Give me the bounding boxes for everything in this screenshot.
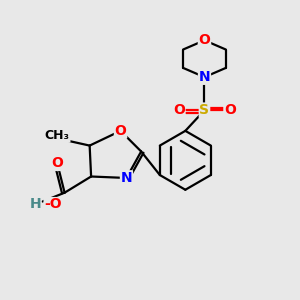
Text: N: N — [199, 70, 210, 84]
Text: -O: -O — [44, 197, 61, 212]
Text: H: H — [29, 197, 41, 212]
Text: N: N — [121, 171, 132, 185]
Text: O: O — [173, 103, 185, 117]
Text: O: O — [224, 103, 236, 117]
Text: S: S — [200, 103, 209, 117]
Text: O: O — [51, 156, 63, 170]
Text: CH₃: CH₃ — [45, 129, 70, 142]
Text: O: O — [199, 33, 210, 47]
Text: O: O — [115, 124, 127, 138]
